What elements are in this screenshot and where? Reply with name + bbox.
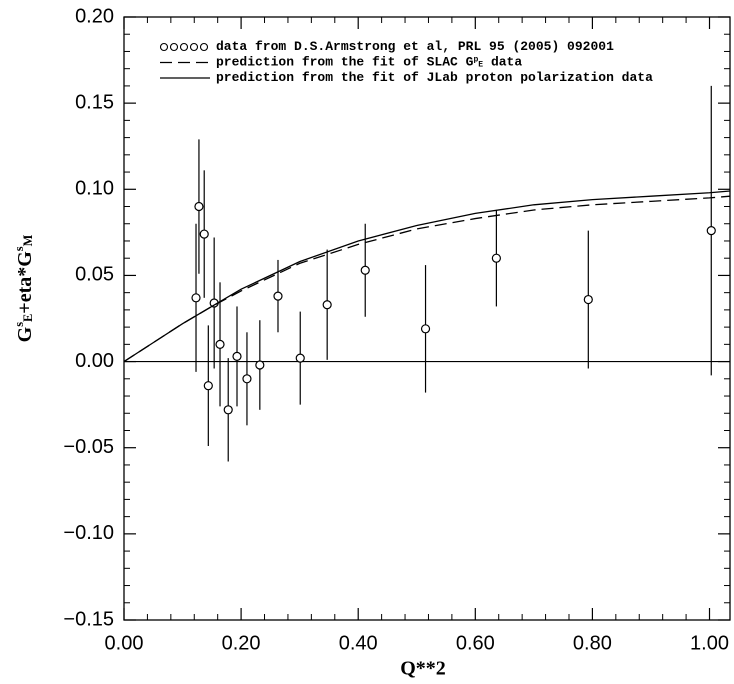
data-point (203, 381, 213, 391)
data-point (191, 293, 201, 303)
y-tick-label: 0.05 (75, 264, 114, 286)
curve (123, 195, 731, 363)
data-point (273, 291, 283, 301)
x-tick-label: 0.60 (456, 632, 495, 654)
data-point (491, 253, 501, 263)
y-tick-label: 0.00 (75, 350, 114, 372)
data-point (295, 353, 305, 363)
legend-label: data from D.S.Armstrong et al, PRL 95 (2… (216, 39, 614, 54)
data-point (223, 405, 233, 415)
label-part: prediction from the fit of SLAC G (216, 55, 474, 70)
legend-marker (169, 42, 179, 52)
label-part: p (473, 55, 478, 64)
legend-label: prediction from the fit of JLab proton p… (216, 70, 653, 85)
y-tick-label: −0.10 (63, 522, 114, 544)
data-point (322, 300, 332, 310)
y-tick-label: 0.15 (75, 91, 114, 113)
data-point (583, 294, 593, 305)
legend-marker (159, 42, 169, 52)
data-point (242, 374, 252, 384)
label-part: prediction from the fit of JLab proton p… (216, 70, 653, 85)
data-point (255, 360, 265, 370)
data-point (420, 324, 431, 334)
legend-marker (179, 42, 189, 52)
x-axis-label: Q**2 (400, 658, 446, 680)
legend-marker (199, 42, 209, 52)
legend-marker (189, 42, 199, 52)
data-point (215, 339, 225, 349)
data-point (232, 351, 242, 362)
plot-frame (123, 16, 731, 621)
x-tick-label: 0.80 (573, 632, 612, 654)
curve (123, 190, 731, 363)
label-part: G (14, 326, 36, 342)
y-tick-label: 0.10 (75, 178, 114, 200)
label-part: s (12, 322, 26, 327)
label-part: +eta*G (14, 251, 36, 314)
legend-label: prediction from the fit of SLAC GpE data (216, 55, 522, 70)
x-tick-label: 1.00 (690, 632, 729, 654)
data-point (199, 229, 209, 239)
data-point (706, 226, 716, 236)
y-tick-label: 0.20 (75, 5, 114, 27)
label-part: data from D.S.Armstrong et al, PRL 95 (2… (216, 39, 614, 54)
y-axis-label: GsE+eta*GsM (12, 234, 35, 342)
label-part: s (12, 246, 26, 251)
label-part: data (483, 55, 522, 70)
data-point (360, 265, 370, 275)
label-part: E (478, 61, 483, 70)
x-tick-label: 0.20 (222, 632, 261, 654)
label-part: M (21, 234, 35, 246)
x-tick-label: 0.00 (105, 632, 144, 654)
data-point (194, 201, 204, 212)
y-tick-label: −0.15 (63, 608, 114, 630)
label-part: E (21, 314, 35, 322)
x-tick-label: 0.40 (339, 632, 378, 654)
y-tick-label: −0.05 (63, 436, 114, 458)
